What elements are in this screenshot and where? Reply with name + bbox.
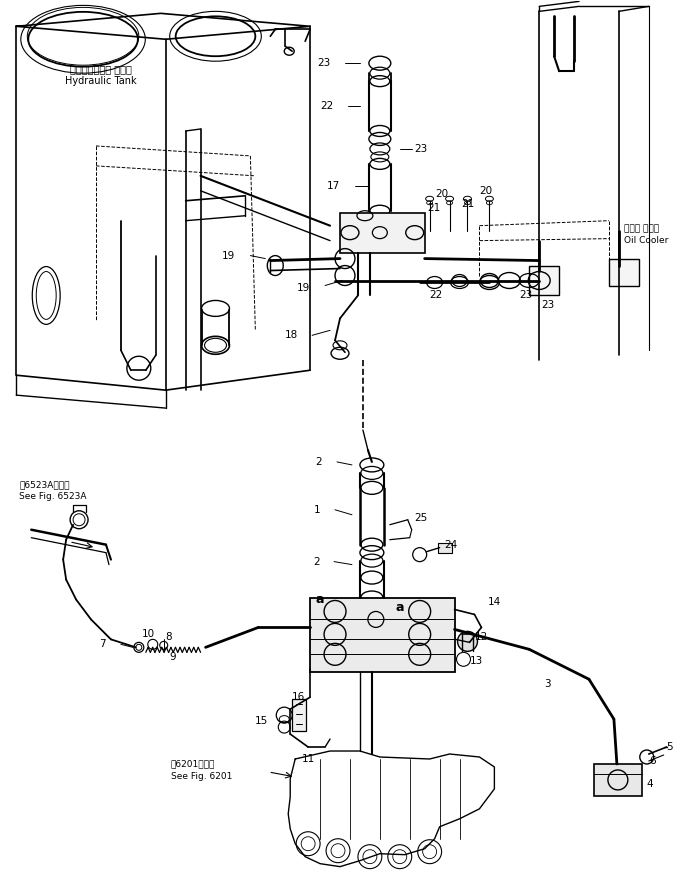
Text: See Fig. 6523A: See Fig. 6523A [19, 492, 87, 502]
Text: 19: 19 [297, 283, 310, 293]
Text: 第6523A図参照: 第6523A図参照 [19, 480, 70, 489]
Text: 18: 18 [285, 330, 298, 341]
Text: Oil Cooler: Oil Cooler [624, 236, 668, 246]
Text: ハイドロリック タンク: ハイドロリック タンク [70, 64, 132, 74]
Text: a: a [396, 601, 404, 614]
Text: 2: 2 [316, 457, 322, 467]
Text: 23: 23 [541, 300, 554, 311]
Bar [529, 266, 559, 296]
Text: 16: 16 [292, 693, 305, 702]
Bar [310, 598, 455, 672]
Text: 20: 20 [436, 189, 449, 199]
Text: 8: 8 [165, 633, 172, 642]
Text: 7: 7 [99, 640, 106, 649]
Text: オイル クーラ: オイル クーラ [624, 224, 659, 233]
Text: 19: 19 [222, 251, 235, 260]
Text: 6: 6 [649, 756, 655, 766]
Text: 第6201図参照: 第6201図参照 [171, 759, 215, 768]
Text: 9: 9 [169, 652, 176, 663]
Text: 25: 25 [415, 513, 428, 523]
Bar [438, 543, 451, 553]
Text: 23: 23 [519, 290, 532, 300]
Text: 11: 11 [302, 754, 315, 764]
Text: 13: 13 [469, 656, 483, 666]
Text: 1: 1 [314, 505, 320, 515]
Text: Hydraulic Tank: Hydraulic Tank [65, 77, 137, 86]
Text: 3: 3 [544, 679, 551, 689]
Text: 2: 2 [314, 557, 320, 567]
Text: 12: 12 [475, 633, 488, 642]
Bar [594, 764, 642, 796]
Text: 22: 22 [429, 290, 443, 300]
Text: 21: 21 [462, 199, 475, 209]
Text: 5: 5 [667, 742, 673, 752]
Text: 22: 22 [320, 101, 333, 111]
Text: See Fig. 6201: See Fig. 6201 [171, 773, 232, 781]
Bar [292, 700, 306, 731]
Text: 15: 15 [255, 716, 268, 726]
Text: 23: 23 [415, 144, 428, 154]
Text: 4: 4 [647, 779, 653, 788]
Bar [340, 213, 425, 253]
Bar [609, 259, 639, 287]
Text: 17: 17 [327, 180, 340, 191]
Text: a: a [316, 593, 324, 606]
Text: 21: 21 [427, 202, 441, 213]
Circle shape [458, 631, 477, 651]
Text: 10: 10 [142, 629, 155, 640]
Text: 20: 20 [480, 186, 493, 195]
Text: 23: 23 [317, 58, 330, 68]
Text: 14: 14 [488, 598, 501, 607]
Text: 24: 24 [445, 539, 458, 550]
